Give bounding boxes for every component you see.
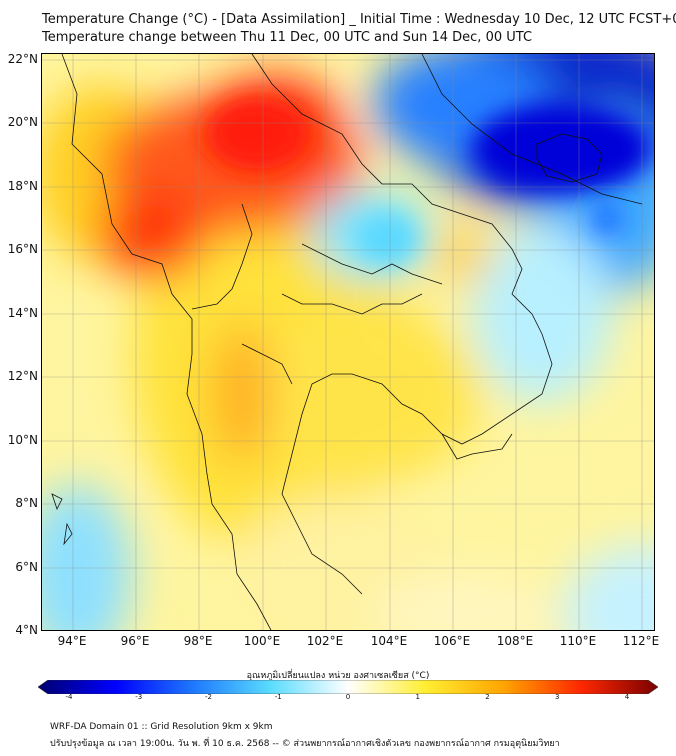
lat-label: 4°N: [15, 623, 38, 637]
colorbar-tick: 4: [624, 693, 630, 701]
lat-label: 10°N: [7, 433, 38, 447]
lon-label: 96°E: [120, 634, 150, 648]
lat-label: 16°N: [7, 242, 38, 256]
colorbar-tick: -2: [205, 693, 212, 701]
lon-label: 100°E: [243, 634, 281, 648]
colorbar-tick: 0: [345, 693, 351, 701]
coastlines: [51, 54, 643, 630]
lat-lon-gridlines: [42, 54, 654, 630]
chart-title: Temperature Change (°C) - [Data Assimila…: [42, 12, 676, 27]
lat-label: 12°N: [7, 369, 38, 383]
lat-label: 18°N: [7, 179, 38, 193]
colorbar: [38, 680, 658, 694]
lat-label: 6°N: [15, 560, 38, 574]
lon-label: 106°E: [433, 634, 471, 648]
colorbar-tick: -3: [135, 693, 143, 701]
lon-label: 110°E: [559, 634, 597, 648]
lat-label: 22°N: [7, 52, 38, 66]
lat-label: 20°N: [7, 115, 38, 129]
lon-label: 98°E: [183, 634, 213, 648]
lon-label: 94°E: [57, 634, 87, 648]
colorbar-tick: 1: [415, 693, 420, 701]
lon-label: 108°E: [496, 634, 534, 648]
lon-label: 112°E: [622, 634, 660, 648]
lon-label: 102°E: [306, 634, 344, 648]
colorbar-tick: -1: [274, 693, 282, 701]
lat-label: 14°N: [7, 306, 38, 320]
lon-label: 104°E: [370, 634, 408, 648]
footer-resolution: WRF-DA Domain 01 :: Grid Resolution 9km …: [50, 722, 273, 732]
colorbar-tick: 2: [485, 693, 490, 701]
chart-subtitle: Temperature change between Thu 11 Dec, 0…: [42, 30, 533, 45]
temperature-change-map: [41, 53, 655, 631]
colorbar-tick: 3: [555, 693, 560, 701]
lat-label: 8°N: [15, 496, 38, 510]
footer-credits: ปรับปรุงข้อมูล ณ เวลา 19:00น. วัน พ. ที่…: [50, 739, 560, 749]
colorbar-tick: -4: [65, 693, 73, 701]
colorbar-title: อุณหภูมิเปลี่ยนแปลง หน่วย องศาเซลเซียส (…: [246, 671, 430, 681]
